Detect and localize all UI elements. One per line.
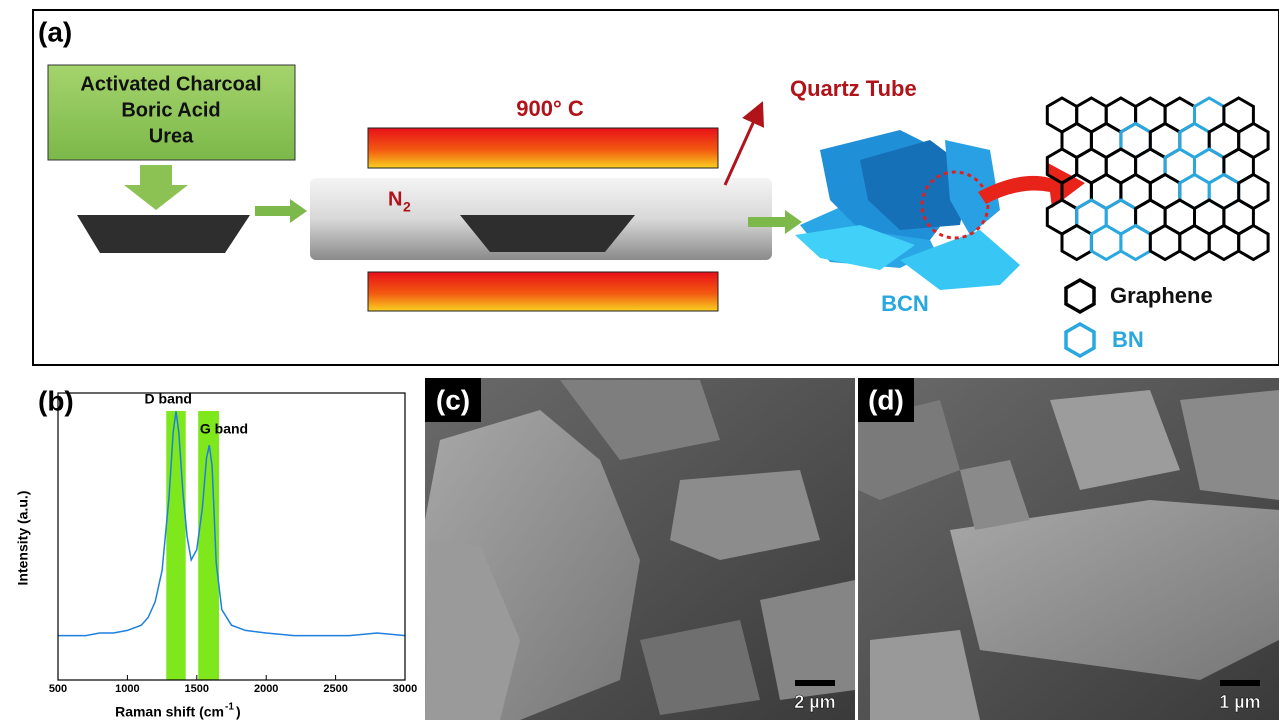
- plot-frame: [57, 392, 406, 681]
- x-axis-title-superscript: -1: [225, 702, 234, 713]
- band: [166, 411, 186, 680]
- precursor-box: [47, 64, 296, 161]
- heater: [367, 127, 719, 169]
- x-tick-label: 1500: [185, 683, 209, 695]
- band-label: D band: [145, 391, 192, 407]
- down-arrow: [124, 165, 188, 210]
- boat: [77, 215, 250, 253]
- hexagon: [1060, 223, 1093, 262]
- x-tick-label: 500: [49, 683, 67, 695]
- raman-chart: 500 1000 1500 2000 2500 3000 D band G band: [49, 391, 417, 695]
- legend-hexagon: [1064, 321, 1096, 359]
- hexagon: [1119, 223, 1152, 262]
- x-axis-title: Raman shift (cm: [115, 704, 224, 720]
- boat: [460, 215, 635, 252]
- arrow: [255, 199, 307, 223]
- scale-bar-label: 1 µm: [1219, 692, 1260, 712]
- gas-subscript: 2: [403, 199, 411, 215]
- panel-label: (a): [38, 16, 72, 47]
- hexagon: [1237, 223, 1270, 262]
- tube-label: Quartz Tube: [790, 76, 917, 101]
- pointer: [723, 101, 764, 186]
- x-tick-label: 3000: [393, 683, 417, 695]
- label-box: [858, 378, 914, 422]
- band: [198, 411, 220, 680]
- x-tick-label: 1000: [115, 683, 139, 695]
- hexagon: [1207, 223, 1241, 262]
- x-tick-label: 2000: [254, 683, 278, 695]
- gas: N: [388, 188, 402, 210]
- scale-bar: [1220, 680, 1260, 686]
- panel-frame: [32, 9, 1279, 366]
- panel-label: (c): [436, 384, 470, 415]
- panel-label: (d): [868, 384, 904, 415]
- bcn-flakes: [795, 130, 1020, 290]
- zoom-arrow: [978, 162, 1085, 208]
- precursor: Urea: [149, 125, 194, 147]
- sem-image: [425, 378, 855, 720]
- scale-bar-label: 2 µm: [794, 692, 835, 712]
- hexagon: [1178, 223, 1211, 262]
- x-tick-label: 2500: [323, 683, 347, 695]
- legend-label: Graphene: [1110, 283, 1213, 308]
- hexagon: [1148, 223, 1182, 262]
- heater: [367, 271, 719, 312]
- temperature: 900° C: [516, 96, 584, 121]
- lattice: [1045, 96, 1270, 262]
- y-axis-title: Intensity (a.u.): [15, 491, 31, 586]
- legend-hexagon: [1064, 277, 1096, 315]
- label-box: [425, 378, 481, 422]
- hexagon: [1089, 223, 1123, 262]
- zoom-circle: [920, 170, 990, 240]
- panel-label: (b): [38, 385, 74, 416]
- precursor: Activated Charcoal: [80, 73, 261, 95]
- arrow: [748, 210, 802, 234]
- x-axis-title-close: ): [236, 704, 241, 720]
- sem-image: [858, 378, 1279, 720]
- legend-label: BN: [1112, 327, 1144, 352]
- precursor: Boric Acid: [121, 99, 220, 121]
- scale-bar: [795, 680, 835, 686]
- product: BCN: [881, 291, 929, 316]
- spectrum-line: [58, 411, 406, 637]
- band-label: G band: [200, 421, 248, 437]
